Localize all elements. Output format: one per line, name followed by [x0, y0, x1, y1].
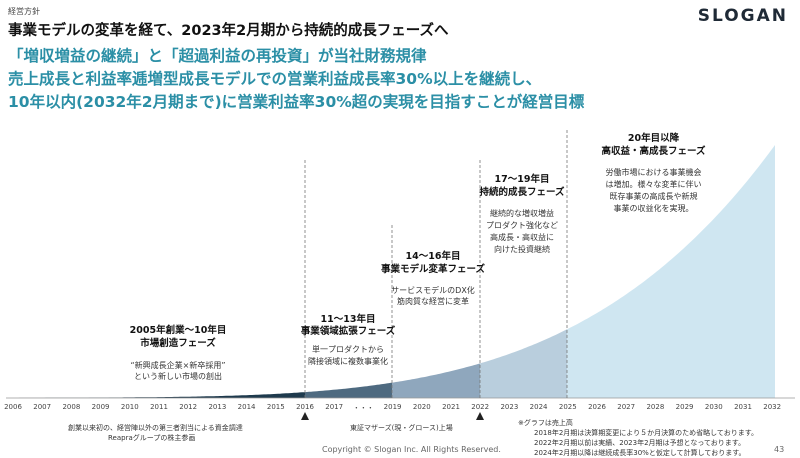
phase-area-high-profit [567, 145, 775, 398]
phase-5-desc-3: 既存事業の高成長や新規 [609, 192, 698, 201]
axis-label-15: 2021 [442, 403, 460, 411]
phase-5-title-1: 20年目以降 [627, 133, 680, 144]
axis-label-23: 2029 [675, 403, 694, 411]
axis-label-8: 2014 [237, 403, 256, 411]
phase-5-desc-2: は増加。様々な変革に伴い [605, 180, 702, 189]
annotation-2016-reapra: Reapraグループの株主参画 [108, 434, 196, 442]
policy-line-1: 「増収増益の継続」と「超過利益の再投資」が当社財務規律 [8, 47, 427, 65]
axis-label-22: 2028 [646, 403, 665, 411]
phase-5-desc-4: 事業の収益化を実現。 [613, 204, 694, 213]
phase-area-sustainable-growth [480, 329, 567, 398]
copyright-text: Copyright © Slogan Inc. All Rights Reser… [322, 445, 501, 454]
phase-1-title-1: 2005年創業〜10年目 [129, 325, 227, 336]
axis-label-19: 2025 [558, 403, 577, 411]
section-label: 経営方針 [8, 7, 40, 16]
axis-label-6: 2012 [179, 403, 198, 411]
page-title: 事業モデルの変革を経て、2023年2月期から持続的成長フェーズへ [8, 23, 449, 39]
phase-2-desc-2: 隣接領域に複数事業化 [308, 357, 388, 366]
page-number: 43 [774, 445, 785, 454]
axis-label-7: 2013 [208, 403, 227, 411]
phase-3-title-2: 事業モデル変革フェーズ [380, 264, 486, 275]
axis-label-0: 2006 [4, 403, 22, 411]
axis-label-10: 2016 [296, 403, 314, 411]
policy-line-3: 10年以内(2032年2月期まで)に営業利益率30%超の実現を目指すことが経営目… [8, 93, 585, 111]
axis-label-20: 2026 [588, 403, 606, 411]
phase-1-desc-1: “新興成長企業×新卒採用” [130, 361, 226, 370]
axis-label-14: 2020 [412, 403, 431, 411]
arrow-2022-icon [476, 412, 484, 420]
policy-line-2: 売上成長と利益率逓増型成長モデルでの営業利益成長率30%以上を継続し、 [8, 70, 542, 88]
phase-4-desc-2: プロダクト強化など [486, 221, 558, 230]
axis-label-3: 2009 [91, 403, 110, 411]
axis-label-1: 2007 [33, 403, 52, 411]
axis-label-16: 2022 [471, 403, 490, 411]
axis-label-13: 2019 [383, 403, 402, 411]
axis-label-4: 2010 [120, 403, 139, 411]
annotation-2016-funding: 創業以来初の、経営陣以外の第三者割当による資金調達 [68, 424, 243, 432]
axis-label-5: 2011 [150, 403, 168, 411]
note-line-1: ※グラフは売上高 [518, 419, 573, 427]
phase-3-desc-1: サービスモデルのDX化 [391, 286, 475, 295]
phase-5-title-2: 高収益・高成長フェーズ [601, 146, 706, 157]
axis-label-25: 2031 [734, 403, 752, 411]
phase-2-title-2: 事業領域拡張フェーズ [300, 326, 396, 337]
phase-2-desc-1: 単一プロダクトから [312, 345, 384, 354]
phase-5-desc-1: 労働市場における事業機会 [605, 168, 702, 177]
phase-2-title-1: 11〜13年目 [320, 314, 376, 325]
phase-area-model-transformation [392, 363, 480, 398]
axis-label-18: 2024 [529, 403, 548, 411]
phase-3-desc-2: 筋肉質な経営に変革 [397, 297, 469, 306]
company-logo: SLOGAN [697, 6, 788, 26]
arrow-2016-icon [301, 412, 309, 420]
phase-4-desc-4: 向けた投資継続 [494, 245, 550, 254]
phase-4-title-1: 17〜19年目 [494, 174, 550, 185]
annotation-2022-listing: 東証マザーズ(現・グロース)上場 [350, 424, 453, 432]
axis-label-17: 2023 [500, 403, 519, 411]
phase-4-title-2: 持続的成長フェーズ [479, 187, 565, 198]
phase-4-desc-3: 高成長・高収益に [490, 233, 554, 242]
phase-area-domain-expansion [305, 382, 392, 398]
phase-3-title-1: 14〜16年目 [405, 251, 461, 262]
phase-area-market-creation [6, 392, 305, 398]
axis-label-11: 2017 [325, 403, 344, 411]
note-line-3: 2022年2月期以前は実績、2023年2月期は予想となっております。 [534, 439, 746, 447]
axis-label-26: 2032 [763, 403, 782, 411]
note-line-2: 2018年2月期は決算期変更により５か月決算のため省略しております。 [534, 429, 759, 437]
axis-label-9: 2015 [266, 403, 285, 411]
phase-1-desc-2: という新しい市場の創出 [134, 372, 222, 381]
axis-label-12: ・・・ [352, 404, 374, 412]
phase-1-title-2: 市場創造フェーズ [140, 338, 216, 349]
note-line-4: 2024年2月期以降は継続成長率30%と仮定して計算しております。 [534, 449, 746, 457]
axis-label-21: 2027 [617, 403, 636, 411]
axis-label-2: 2008 [62, 403, 81, 411]
axis-label-24: 2030 [704, 403, 723, 411]
phase-4-desc-1: 継続的な増収増益 [490, 209, 554, 218]
